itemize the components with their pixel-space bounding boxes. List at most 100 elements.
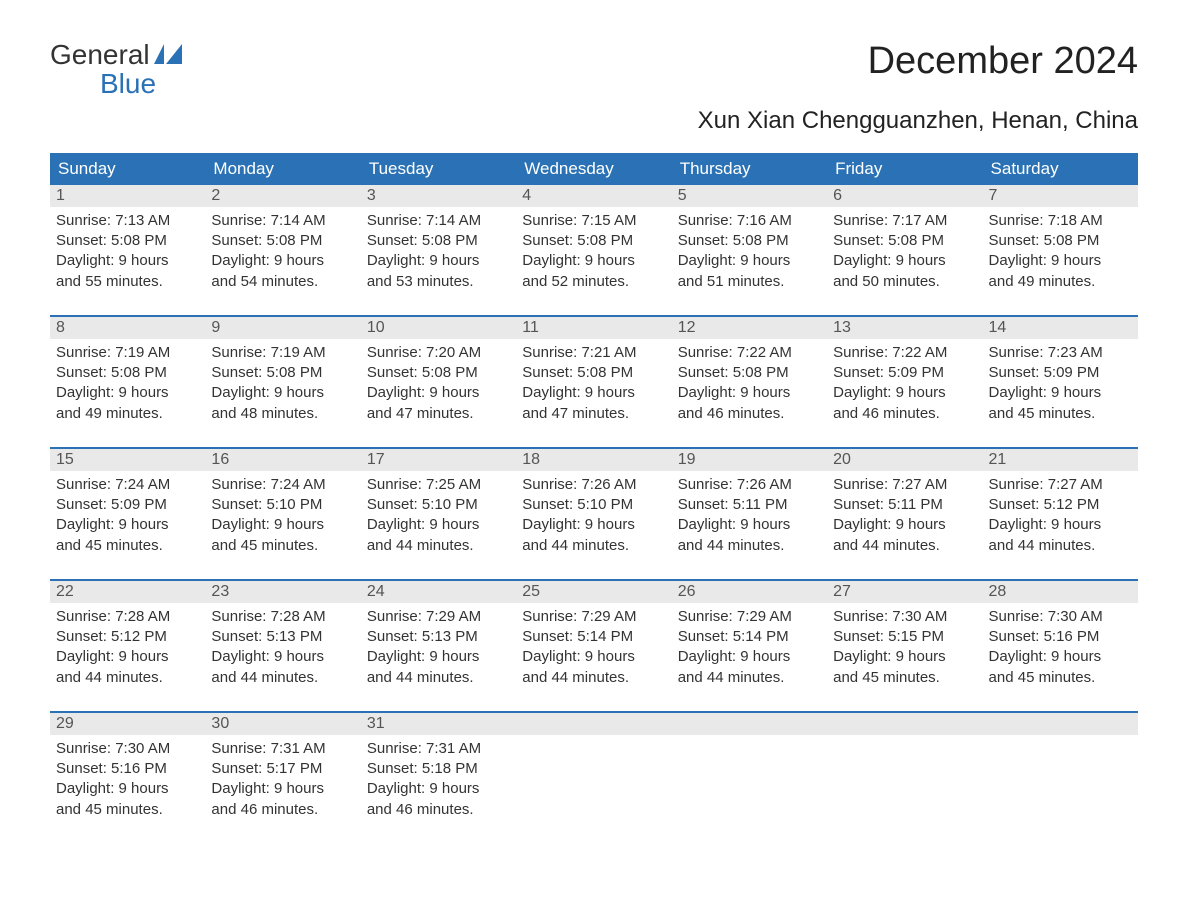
day-number: 23 [205,581,360,603]
sunset-text: Sunset: 5:08 PM [367,363,510,383]
sunset-text: Sunset: 5:18 PM [367,759,510,779]
sunset-text: Sunset: 5:10 PM [367,495,510,515]
day-header: Tuesday [361,153,516,185]
daylight-line2: and 44 minutes. [833,536,976,556]
day-number: 27 [827,581,982,603]
sunset-text: Sunset: 5:16 PM [989,627,1132,647]
daylight-line1: Daylight: 9 hours [678,251,821,271]
day-cell [827,713,982,833]
daylight-line2: and 45 minutes. [989,668,1132,688]
daylight-line1: Daylight: 9 hours [367,251,510,271]
sunset-text: Sunset: 5:08 PM [989,231,1132,251]
day-body: Sunrise: 7:26 AMSunset: 5:11 PMDaylight:… [672,471,827,566]
day-cell: 8Sunrise: 7:19 AMSunset: 5:08 PMDaylight… [50,317,205,437]
day-cell: 31Sunrise: 7:31 AMSunset: 5:18 PMDayligh… [361,713,516,833]
sunrise-text: Sunrise: 7:16 AM [678,211,821,231]
day-number: 1 [50,185,205,207]
daylight-line1: Daylight: 9 hours [56,779,199,799]
day-cell: 20Sunrise: 7:27 AMSunset: 5:11 PMDayligh… [827,449,982,569]
day-number: 30 [205,713,360,735]
sunrise-text: Sunrise: 7:30 AM [989,607,1132,627]
daylight-line1: Daylight: 9 hours [678,383,821,403]
day-number: 3 [361,185,516,207]
day-cell: 4Sunrise: 7:15 AMSunset: 5:08 PMDaylight… [516,185,671,305]
daylight-line2: and 46 minutes. [367,800,510,820]
sunrise-text: Sunrise: 7:14 AM [211,211,354,231]
day-header: Wednesday [516,153,671,185]
flag-icon [154,40,182,69]
day-number: 13 [827,317,982,339]
daylight-line1: Daylight: 9 hours [833,251,976,271]
day-cell: 25Sunrise: 7:29 AMSunset: 5:14 PMDayligh… [516,581,671,701]
daylight-line1: Daylight: 9 hours [367,383,510,403]
sunset-text: Sunset: 5:15 PM [833,627,976,647]
daylight-line1: Daylight: 9 hours [367,779,510,799]
day-number: 28 [983,581,1138,603]
daylight-line2: and 44 minutes. [522,536,665,556]
day-number: 24 [361,581,516,603]
daylight-line2: and 48 minutes. [211,404,354,424]
day-number: 7 [983,185,1138,207]
day-header: Friday [827,153,982,185]
sunrise-text: Sunrise: 7:14 AM [367,211,510,231]
sunrise-text: Sunrise: 7:20 AM [367,343,510,363]
calendar: SundayMondayTuesdayWednesdayThursdayFrid… [50,153,1138,833]
day-header: Sunday [50,153,205,185]
day-body: Sunrise: 7:28 AMSunset: 5:13 PMDaylight:… [205,603,360,698]
day-cell: 18Sunrise: 7:26 AMSunset: 5:10 PMDayligh… [516,449,671,569]
day-cell: 27Sunrise: 7:30 AMSunset: 5:15 PMDayligh… [827,581,982,701]
sunset-text: Sunset: 5:08 PM [211,363,354,383]
daylight-line1: Daylight: 9 hours [989,647,1132,667]
week-row: 29Sunrise: 7:30 AMSunset: 5:16 PMDayligh… [50,711,1138,833]
day-number: 29 [50,713,205,735]
sunrise-text: Sunrise: 7:28 AM [56,607,199,627]
day-body: Sunrise: 7:15 AMSunset: 5:08 PMDaylight:… [516,207,671,302]
day-number: 15 [50,449,205,471]
daylight-line1: Daylight: 9 hours [211,383,354,403]
day-cell [672,713,827,833]
daylight-line1: Daylight: 9 hours [989,251,1132,271]
daylight-line1: Daylight: 9 hours [522,647,665,667]
daylight-line2: and 44 minutes. [367,536,510,556]
location-subtitle: Xun Xian Chengguanzhen, Henan, China [50,107,1138,135]
week-row: 1Sunrise: 7:13 AMSunset: 5:08 PMDaylight… [50,185,1138,305]
sunrise-text: Sunrise: 7:29 AM [367,607,510,627]
sunset-text: Sunset: 5:09 PM [56,495,199,515]
day-body: Sunrise: 7:22 AMSunset: 5:08 PMDaylight:… [672,339,827,434]
sunrise-text: Sunrise: 7:27 AM [833,475,976,495]
daylight-line1: Daylight: 9 hours [678,515,821,535]
sunset-text: Sunset: 5:09 PM [833,363,976,383]
day-body: Sunrise: 7:19 AMSunset: 5:08 PMDaylight:… [50,339,205,434]
sunrise-text: Sunrise: 7:18 AM [989,211,1132,231]
daylight-line2: and 47 minutes. [522,404,665,424]
day-header: Thursday [672,153,827,185]
sunset-text: Sunset: 5:16 PM [56,759,199,779]
sunrise-text: Sunrise: 7:26 AM [522,475,665,495]
sunrise-text: Sunrise: 7:24 AM [211,475,354,495]
day-number: 19 [672,449,827,471]
day-body: Sunrise: 7:18 AMSunset: 5:08 PMDaylight:… [983,207,1138,302]
sunrise-text: Sunrise: 7:19 AM [56,343,199,363]
daylight-line2: and 49 minutes. [989,272,1132,292]
day-body: Sunrise: 7:27 AMSunset: 5:11 PMDaylight:… [827,471,982,566]
daylight-line2: and 44 minutes. [678,668,821,688]
day-body: Sunrise: 7:29 AMSunset: 5:14 PMDaylight:… [516,603,671,698]
sunrise-text: Sunrise: 7:24 AM [56,475,199,495]
daylight-line2: and 45 minutes. [989,404,1132,424]
sunrise-text: Sunrise: 7:17 AM [833,211,976,231]
daylight-line1: Daylight: 9 hours [56,515,199,535]
day-body: Sunrise: 7:31 AMSunset: 5:17 PMDaylight:… [205,735,360,830]
sunrise-text: Sunrise: 7:13 AM [56,211,199,231]
sunset-text: Sunset: 5:13 PM [211,627,354,647]
day-body: Sunrise: 7:27 AMSunset: 5:12 PMDaylight:… [983,471,1138,566]
day-number: 26 [672,581,827,603]
daylight-line1: Daylight: 9 hours [367,515,510,535]
daylight-line2: and 52 minutes. [522,272,665,292]
sunset-text: Sunset: 5:10 PM [211,495,354,515]
day-body: Sunrise: 7:28 AMSunset: 5:12 PMDaylight:… [50,603,205,698]
day-cell: 17Sunrise: 7:25 AMSunset: 5:10 PMDayligh… [361,449,516,569]
sunset-text: Sunset: 5:11 PM [833,495,976,515]
logo-text-blue: Blue [50,69,182,98]
day-cell: 3Sunrise: 7:14 AMSunset: 5:08 PMDaylight… [361,185,516,305]
day-cell: 2Sunrise: 7:14 AMSunset: 5:08 PMDaylight… [205,185,360,305]
